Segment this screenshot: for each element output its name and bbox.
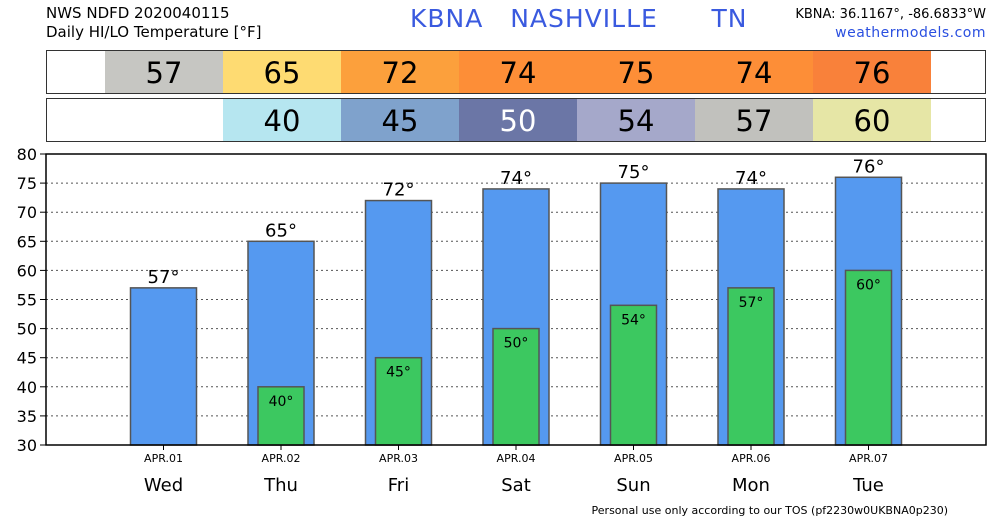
low-temp-cell-5: 57 [695, 99, 813, 141]
temperature-bar-chart: 30 35 40 45 50 55 60 65 70 75 80 57° APR.01 Wed 65° 40°… [17, 145, 987, 496]
high-bar-label: 57° [148, 267, 180, 288]
high-temp-cell-5: 74 [695, 51, 813, 93]
low-temp-cell-0 [105, 99, 223, 141]
tos-footer: Personal use only according to our TOS (… [591, 504, 948, 517]
low-bar-label: 40° [269, 394, 294, 410]
day-label: Thu [263, 475, 298, 496]
day-label: Fri [388, 475, 409, 496]
low-temp-cell-6: 60 [813, 99, 931, 141]
x-tick-label: APR.05 [614, 452, 653, 465]
y-tick-label: 35 [17, 407, 37, 426]
high-bar-label: 76° [853, 156, 885, 177]
station-title: KBNA NASHVILLE TN [410, 4, 748, 33]
high-bar-label: 75° [618, 162, 650, 183]
x-tick-label: APR.07 [849, 452, 888, 465]
x-tick-label: APR.02 [262, 452, 301, 465]
product-label: Daily HI/LO Temperature [°F] [46, 23, 262, 41]
day-label: Sun [616, 475, 650, 496]
low-bar [492, 327, 540, 446]
low-temp-cell-2: 45 [341, 99, 459, 141]
high-temp-cell-6: 76 [813, 51, 931, 93]
low-temp-cell-3: 50 [459, 99, 577, 141]
low-temp-cell-1: 40 [223, 99, 341, 141]
y-tick-label: 50 [17, 320, 37, 339]
day-label: Sat [501, 475, 531, 496]
high-temp-cell-1: 65 [223, 51, 341, 93]
low-bar-label: 45° [386, 365, 411, 381]
header-left: NWS NDFD 2020040115 Daily HI/LO Temperat… [46, 4, 262, 42]
y-tick-label: 45 [17, 349, 37, 368]
high-temp-cell-3: 74 [459, 51, 577, 93]
day-label: Mon [732, 475, 770, 496]
model-run-label: NWS NDFD 2020040115 [46, 4, 230, 22]
low-bar-label: 54° [621, 312, 646, 328]
low-bar [844, 269, 893, 446]
y-tick-label: 80 [17, 145, 37, 164]
low-bar-label: 50° [504, 336, 529, 352]
low-bar [374, 356, 423, 446]
high-bar-label: 74° [500, 168, 532, 189]
plot-frame [45, 153, 987, 446]
high-temp-cell-2: 72 [341, 51, 459, 93]
y-tick-label: 70 [17, 203, 37, 222]
high-bar-label: 65° [265, 220, 297, 241]
low-temp-cell-4: 54 [577, 99, 695, 141]
high-temp-strip: 57 65 72 74 75 74 76 [46, 50, 986, 94]
low-bar-label: 60° [856, 277, 881, 293]
low-bar [727, 287, 775, 446]
station-coords: KBNA: 36.1167°, -86.6833°W [795, 7, 986, 22]
high-temp-cell-0: 57 [105, 51, 223, 93]
y-tick-label: 75 [17, 174, 37, 193]
y-tick-label: 30 [17, 436, 37, 455]
high-bar-label: 72° [383, 180, 415, 201]
day-label: Wed [144, 475, 183, 496]
x-tick-label: APR.03 [379, 452, 418, 465]
x-tick-label: APR.01 [144, 452, 183, 465]
y-tick-label: 65 [17, 232, 37, 251]
x-tick-label: APR.04 [497, 452, 536, 465]
day-label: Tue [852, 475, 884, 496]
x-tick-label: APR.06 [732, 452, 771, 465]
low-temp-strip: 40 45 50 54 57 60 [46, 98, 986, 142]
high-bar [129, 287, 198, 446]
header-right: KBNA: 36.1167°, -86.6833°W weathermodels… [795, 5, 986, 43]
high-temp-cell-4: 75 [577, 51, 695, 93]
high-bar-label: 74° [735, 168, 767, 189]
y-tick-label: 55 [17, 291, 37, 310]
low-bar-label: 57° [739, 295, 764, 311]
y-tick-label: 40 [17, 378, 37, 397]
low-bar [609, 304, 658, 446]
site-link[interactable]: weathermodels.com [835, 25, 986, 41]
y-tick-label: 60 [17, 261, 37, 280]
